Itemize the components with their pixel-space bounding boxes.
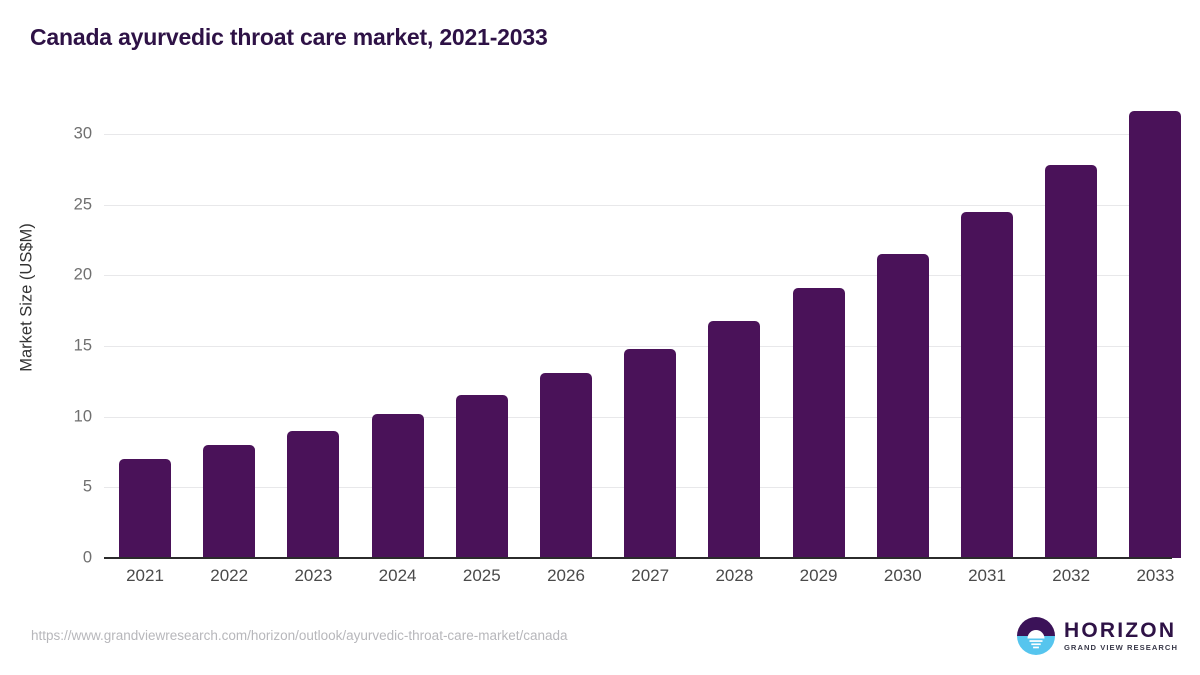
x-axis-tick-label: 2022 [210,566,249,585]
gridline [104,134,1172,135]
horizon-logo: HORIZON GRAND VIEW RESEARCH [1016,617,1178,655]
x-axis-tick-label: 2028 [715,566,754,585]
x-axis-tick-label: 2031 [968,566,1006,585]
y-axis-tick-label: 15 [73,336,92,355]
bar[interactable] [708,320,761,558]
y-axis-tick-label: 5 [82,477,92,496]
bar[interactable] [287,430,340,558]
source-url[interactable]: https://www.grandviewresearch.com/horizo… [31,628,568,643]
bar[interactable] [119,459,171,558]
bar-fill [708,320,761,558]
x-axis-tick-label: 2032 [1052,566,1091,585]
bar-fill [540,372,592,558]
gridline [104,204,1172,206]
y-axis-tick-label: 25 [73,195,92,214]
bar[interactable] [876,254,929,558]
bar-fill [287,430,340,558]
bar-fill [961,211,1013,558]
bar-fill [455,395,508,558]
x-axis-tick-label: 2027 [631,566,670,585]
x-axis-tick-label: 2033 [1136,566,1175,585]
gridline [104,346,1172,347]
logo-tagline: GRAND VIEW RESEARCH [1063,643,1178,653]
logo-wordmark: HORIZON [1063,619,1177,643]
bar-fill [1129,111,1182,558]
x-axis-tick-label: 2030 [883,566,922,585]
x-axis-tick-label: 2021 [126,566,164,585]
bar-fill [119,459,171,558]
x-axis-tick-label: 2029 [799,566,838,585]
bar-fill [624,348,677,558]
bar[interactable] [540,372,592,558]
bar-fill [876,254,929,558]
horizon-logo-icon [1016,617,1055,655]
bar-fill [792,288,845,558]
y-axis-tick-label: 0 [82,548,92,567]
bar[interactable] [1129,111,1182,558]
bar-fill [1045,165,1098,558]
bar[interactable] [203,444,256,558]
bar[interactable] [792,288,845,558]
plot-area [104,110,1182,558]
y-axis-tick-label: 10 [73,407,92,426]
bar[interactable] [1045,165,1098,558]
y-axis-title: Market Size (US$M) [17,223,36,372]
x-axis-line [104,557,1172,559]
x-axis-tick-label: 2023 [294,566,333,585]
bar-fill [371,413,424,558]
logo-text: HORIZON GRAND VIEW RESEARCH [1064,620,1178,652]
page-title: Canada ayurvedic throat care market, 202… [30,24,548,50]
bar[interactable] [371,413,424,558]
bar-fill [203,444,256,558]
x-axis-tick-label: 2026 [547,566,585,585]
bar[interactable] [455,395,508,558]
y-axis-tick-label: 30 [73,124,92,143]
x-axis-tick-label: 2025 [462,566,501,585]
x-axis-tick-label: 2024 [378,566,417,585]
y-axis-tick-label: 20 [73,265,92,284]
bar[interactable] [961,211,1013,558]
gridline [104,275,1172,277]
bar[interactable] [624,348,677,558]
